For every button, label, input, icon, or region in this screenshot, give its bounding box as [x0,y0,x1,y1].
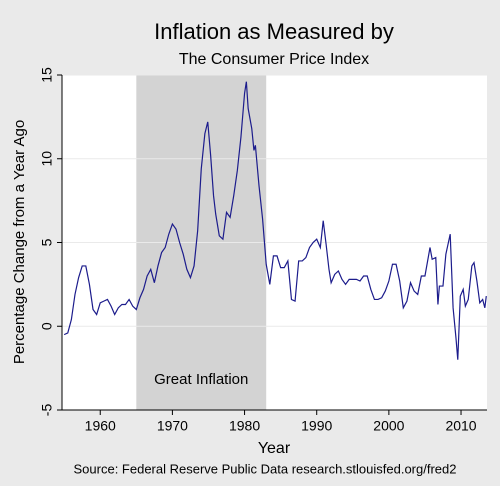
y-tick-label: -5 [39,404,55,417]
x-tick-label: 1970 [157,418,188,434]
y-tick-label: 5 [39,238,55,246]
chart-subtitle: The Consumer Price Index [179,51,369,68]
y-tick-label: 0 [39,322,55,330]
y-axis-label: Percentage Change from a Year Ago [11,120,28,364]
x-tick-label: 1980 [229,418,260,434]
y-tick-label: 10 [39,151,55,167]
source-note: Source: Federal Reserve Public Data rese… [74,461,457,476]
x-tick-label: 1960 [85,418,116,434]
x-tick-label: 2010 [445,418,476,434]
x-axis-label: Year [258,440,291,457]
y-tick-label: 15 [39,67,55,83]
chart-title: Inflation as Measured by [154,19,394,44]
shaded-label: Great Inflation [154,371,248,388]
data-line [63,81,487,360]
x-tick-label: 2000 [373,418,404,434]
x-tick-label: 1990 [301,418,332,434]
